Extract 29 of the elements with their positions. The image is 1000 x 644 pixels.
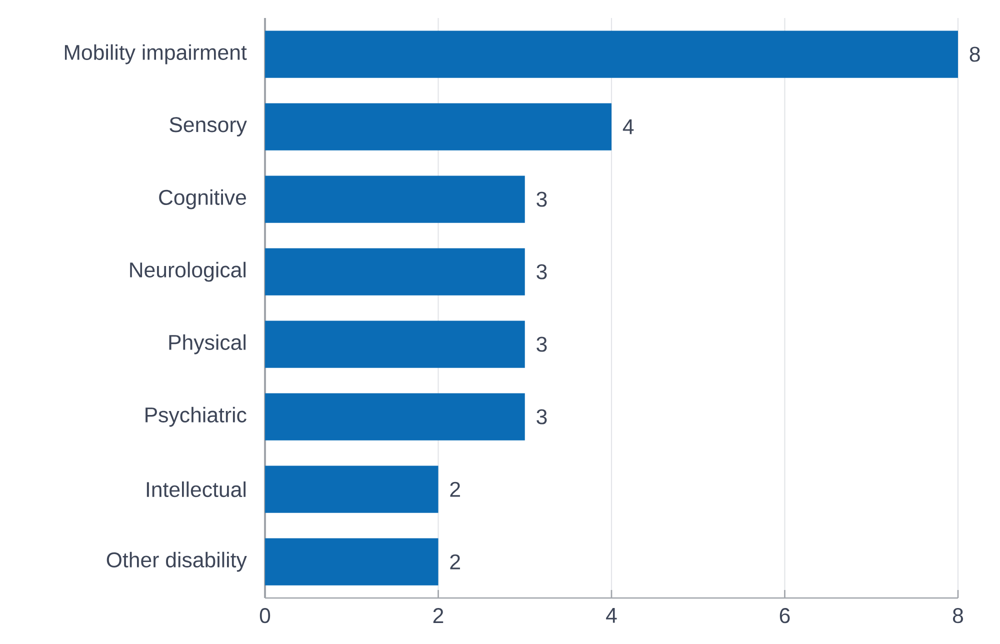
data-label: 3 — [536, 336, 547, 352]
y-tick-label: Neurological — [130, 262, 246, 282]
bar — [265, 466, 438, 513]
bar — [265, 320, 525, 368]
bar — [265, 393, 525, 440]
y-tick-label: Cognitive — [159, 189, 246, 210]
x-tick-label: 2 — [433, 608, 444, 623]
data-label: 4 — [622, 119, 634, 134]
bar — [265, 538, 438, 586]
bar — [265, 30, 958, 78]
data-label: 2 — [450, 482, 460, 497]
y-tick-label: Sensory — [170, 117, 247, 136]
bar — [265, 176, 525, 223]
x-tick-label: 4 — [606, 608, 617, 623]
x-tick-label: 8 — [952, 608, 963, 624]
data-label: 2 — [450, 554, 460, 570]
x-tick-label: 0 — [260, 608, 270, 624]
bar — [265, 103, 612, 150]
data-label: 3 — [536, 192, 547, 207]
x-tick-label: 6 — [780, 608, 790, 624]
data-label: 8 — [970, 46, 980, 62]
data-label: 3 — [536, 409, 547, 424]
y-tick-label: Psychiatric — [146, 406, 246, 427]
y-tick-label: Intellectual — [146, 481, 246, 498]
y-tick-label: Mobility impairment — [64, 44, 247, 64]
y-tick-label: Other disability — [106, 552, 247, 572]
data-label: 3 — [536, 264, 547, 280]
y-tick-label: Physical — [169, 334, 246, 354]
bar — [265, 248, 525, 296]
